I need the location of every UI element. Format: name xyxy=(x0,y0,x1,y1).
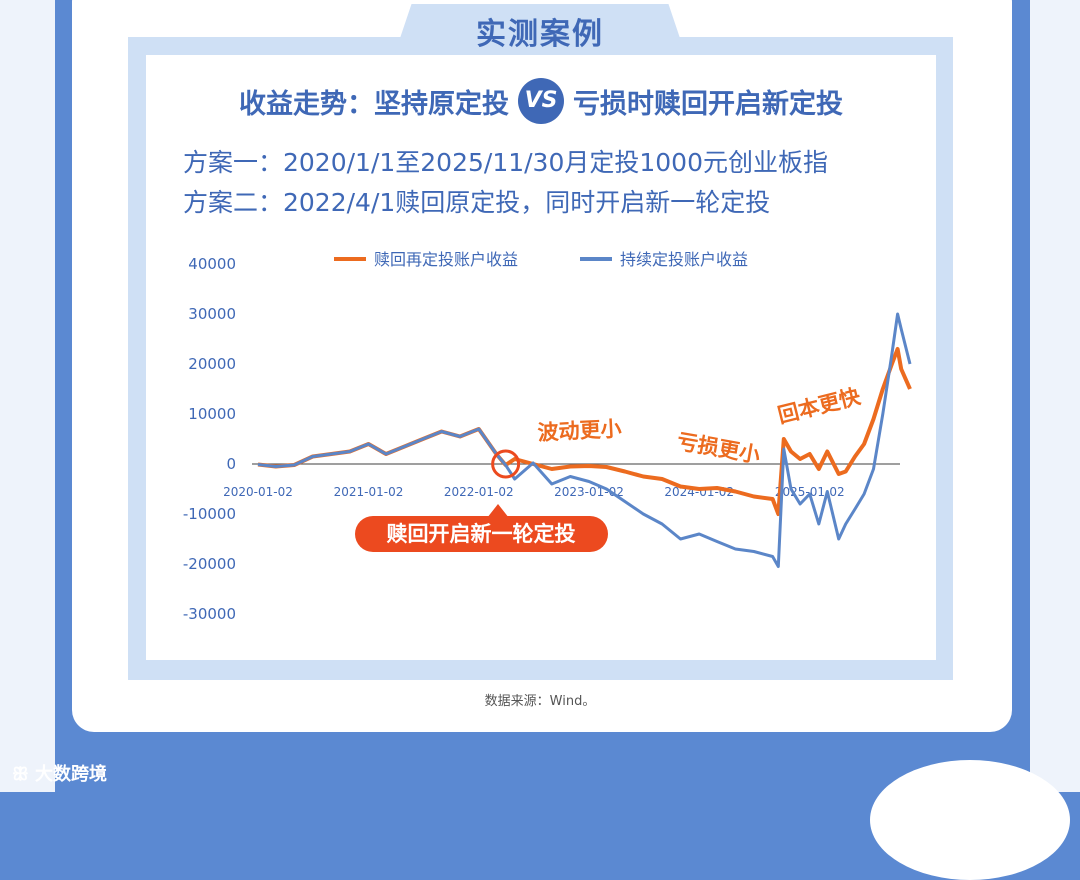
y-tick-label: -20000 xyxy=(183,555,236,573)
x-tick-label: 2020-01-02 xyxy=(223,485,293,499)
annotation-less-volatility: 波动更小 xyxy=(537,417,622,445)
headline-right: 亏损时赎回开启新定投 xyxy=(573,88,843,120)
tab-title: 实测案例 xyxy=(476,17,604,52)
returns-line-chart: 40000 30000 20000 10000 0 -10000 -20000 -30000 2… xyxy=(183,250,912,623)
y-tick-label: 40000 xyxy=(188,255,236,273)
annotation-smaller-loss: 亏损更小 xyxy=(675,429,762,467)
data-source-note: 数据来源：Wind。 xyxy=(484,694,596,709)
y-tick-label: 20000 xyxy=(188,355,236,373)
y-tick-label: 10000 xyxy=(188,405,236,423)
plan-one-text: 方案一：2020/1/1至2025/11/30月定投1000元创业板指 xyxy=(183,148,828,177)
x-tick-label: 2021-01-02 xyxy=(334,485,404,499)
series-line-continue xyxy=(257,312,912,568)
callout-text: 赎回开启新一轮定投 xyxy=(387,522,576,546)
y-tick-label: -10000 xyxy=(183,505,236,523)
headline-left: 收益走势：坚持原定投 xyxy=(239,88,509,120)
plan-two-text: 方案二：2022/4/1赎回原定投，同时开启新一轮定投 xyxy=(183,188,771,217)
chart-panel xyxy=(146,55,936,660)
left-background-strip xyxy=(0,0,55,792)
watermark-text: 大数跨境 xyxy=(35,764,107,785)
y-tick-label: -30000 xyxy=(183,605,236,623)
annotation-faster-recovery: 回本更快 xyxy=(775,384,863,428)
callout-pointer xyxy=(487,504,509,518)
redemption-marker xyxy=(491,449,521,479)
legend-label: 持续定投账户收益 xyxy=(620,250,748,269)
y-tick-label: 30000 xyxy=(188,305,236,323)
right-background-strip xyxy=(1030,0,1080,792)
vs-badge: VS xyxy=(518,78,564,124)
callout-pill xyxy=(355,516,608,552)
watermark-logo-icon: ꕥ xyxy=(12,764,29,785)
legend-label: 赎回再定投账户收益 xyxy=(374,250,518,269)
y-tick-label: 0 xyxy=(226,455,236,473)
headline: 收益走势：坚持原定投 VS 亏损时赎回开启新定投 xyxy=(146,78,936,124)
watermark: ꕥ 大数跨境 xyxy=(12,760,107,786)
x-tick-label: 2022-01-02 xyxy=(444,485,514,499)
title-tab xyxy=(394,4,686,56)
